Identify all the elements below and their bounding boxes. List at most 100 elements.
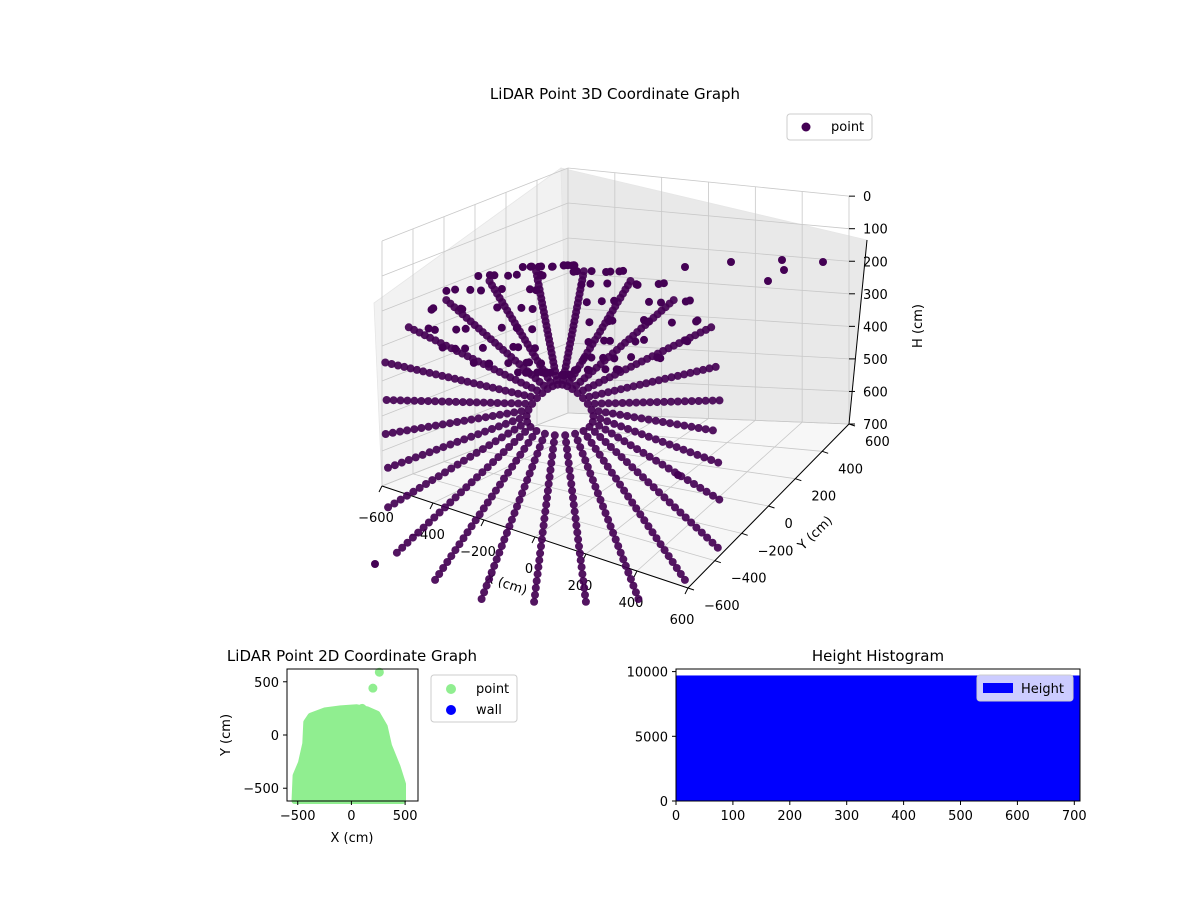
point-marker bbox=[478, 468, 487, 477]
chart-histogram: Height Histogram 0 100 200 300 400 500 600 7000… bbox=[627, 647, 1087, 824]
point-marker bbox=[667, 318, 676, 327]
legend-histogram-box bbox=[976, 674, 1074, 702]
point-marker bbox=[594, 407, 603, 416]
point-marker bbox=[539, 521, 548, 530]
point-marker bbox=[707, 323, 716, 332]
point-marker bbox=[590, 399, 599, 408]
point-marker bbox=[713, 543, 722, 552]
point-marker bbox=[502, 528, 511, 537]
point-marker bbox=[410, 425, 419, 434]
point-marker bbox=[490, 561, 499, 570]
point-marker bbox=[630, 413, 639, 422]
point-cloud-area bbox=[291, 704, 406, 804]
point-marker bbox=[653, 398, 662, 407]
point-marker bbox=[430, 513, 439, 522]
point-marker bbox=[461, 324, 470, 333]
point-marker bbox=[597, 297, 606, 306]
point-marker bbox=[483, 463, 492, 472]
point-marker bbox=[570, 366, 579, 375]
x-axis-label-2d: X (cm) bbox=[331, 831, 374, 846]
point-marker bbox=[503, 409, 512, 418]
point-marker bbox=[708, 396, 717, 405]
point-marker bbox=[632, 398, 641, 407]
point-marker bbox=[601, 438, 610, 446]
z-tick-label-3d: 0 bbox=[863, 190, 871, 205]
point-marker bbox=[521, 399, 530, 408]
point-marker bbox=[587, 267, 596, 276]
point-marker bbox=[456, 304, 465, 313]
point-marker bbox=[430, 325, 439, 334]
point-marker bbox=[497, 285, 506, 293]
point-marker bbox=[697, 528, 706, 537]
point-marker bbox=[610, 296, 619, 305]
point-marker bbox=[646, 398, 655, 407]
y-tick-label-3d: 0 bbox=[785, 517, 793, 532]
point-marker bbox=[599, 353, 608, 362]
point-marker bbox=[424, 518, 433, 527]
point-marker bbox=[661, 374, 670, 383]
point-marker bbox=[629, 581, 638, 590]
grid-line-z bbox=[381, 167, 850, 242]
point-marker bbox=[701, 396, 710, 405]
point-marker bbox=[514, 389, 523, 398]
point-marker bbox=[673, 371, 682, 380]
point-marker bbox=[692, 523, 701, 532]
point-marker bbox=[587, 406, 596, 414]
point-marker bbox=[715, 495, 724, 504]
legend-2d-marker-point bbox=[446, 684, 456, 694]
point-marker bbox=[576, 443, 585, 452]
outlier-point-2d bbox=[357, 703, 367, 713]
point-marker bbox=[394, 361, 402, 370]
point-marker bbox=[533, 449, 542, 458]
point-marker bbox=[516, 421, 525, 430]
y-tick-3d bbox=[687, 587, 695, 591]
point-marker bbox=[403, 538, 412, 547]
grid-line-z bbox=[381, 202, 850, 277]
point-marker bbox=[616, 548, 625, 557]
point-marker bbox=[673, 397, 682, 406]
point-marker bbox=[672, 443, 681, 452]
point-marker bbox=[694, 397, 703, 405]
point-marker bbox=[500, 535, 509, 544]
point-marker bbox=[495, 385, 504, 394]
point-marker bbox=[575, 542, 583, 551]
point-marker bbox=[504, 429, 513, 438]
point-marker bbox=[510, 438, 519, 446]
point-marker bbox=[623, 383, 632, 392]
point-marker bbox=[384, 503, 393, 512]
point-marker bbox=[604, 388, 613, 397]
point-marker bbox=[465, 398, 474, 407]
point-marker bbox=[625, 398, 634, 407]
x-tick-label-2d: 0 bbox=[347, 809, 355, 824]
y-tick-label-2d: −500 bbox=[243, 782, 279, 797]
point-marker bbox=[486, 398, 495, 407]
point-marker bbox=[595, 421, 604, 430]
point-marker bbox=[620, 437, 629, 446]
y-tick-3d bbox=[714, 560, 721, 564]
point-marker bbox=[611, 535, 620, 544]
point-marker bbox=[593, 489, 602, 498]
point-marker bbox=[584, 338, 593, 346]
y-tick-label-2d: 0 bbox=[271, 729, 279, 744]
point-marker bbox=[466, 285, 475, 294]
point-marker bbox=[687, 518, 696, 527]
point-marker bbox=[489, 458, 498, 467]
point-marker bbox=[442, 286, 451, 295]
point-marker bbox=[467, 415, 476, 424]
point-marker bbox=[438, 397, 447, 406]
point-marker bbox=[562, 438, 571, 447]
point-marker bbox=[507, 515, 516, 524]
point-marker bbox=[644, 432, 653, 441]
point-marker bbox=[589, 412, 598, 421]
point-marker bbox=[429, 304, 438, 313]
point-marker bbox=[540, 429, 549, 438]
point-marker bbox=[566, 472, 575, 481]
point-marker bbox=[414, 528, 423, 537]
point-marker bbox=[632, 504, 641, 513]
point-marker bbox=[514, 399, 523, 408]
point-marker bbox=[548, 262, 557, 271]
point-marker bbox=[439, 564, 448, 572]
point-marker bbox=[703, 533, 712, 542]
point-marker bbox=[527, 262, 536, 271]
legend-histogram-label: Height bbox=[1021, 682, 1064, 697]
